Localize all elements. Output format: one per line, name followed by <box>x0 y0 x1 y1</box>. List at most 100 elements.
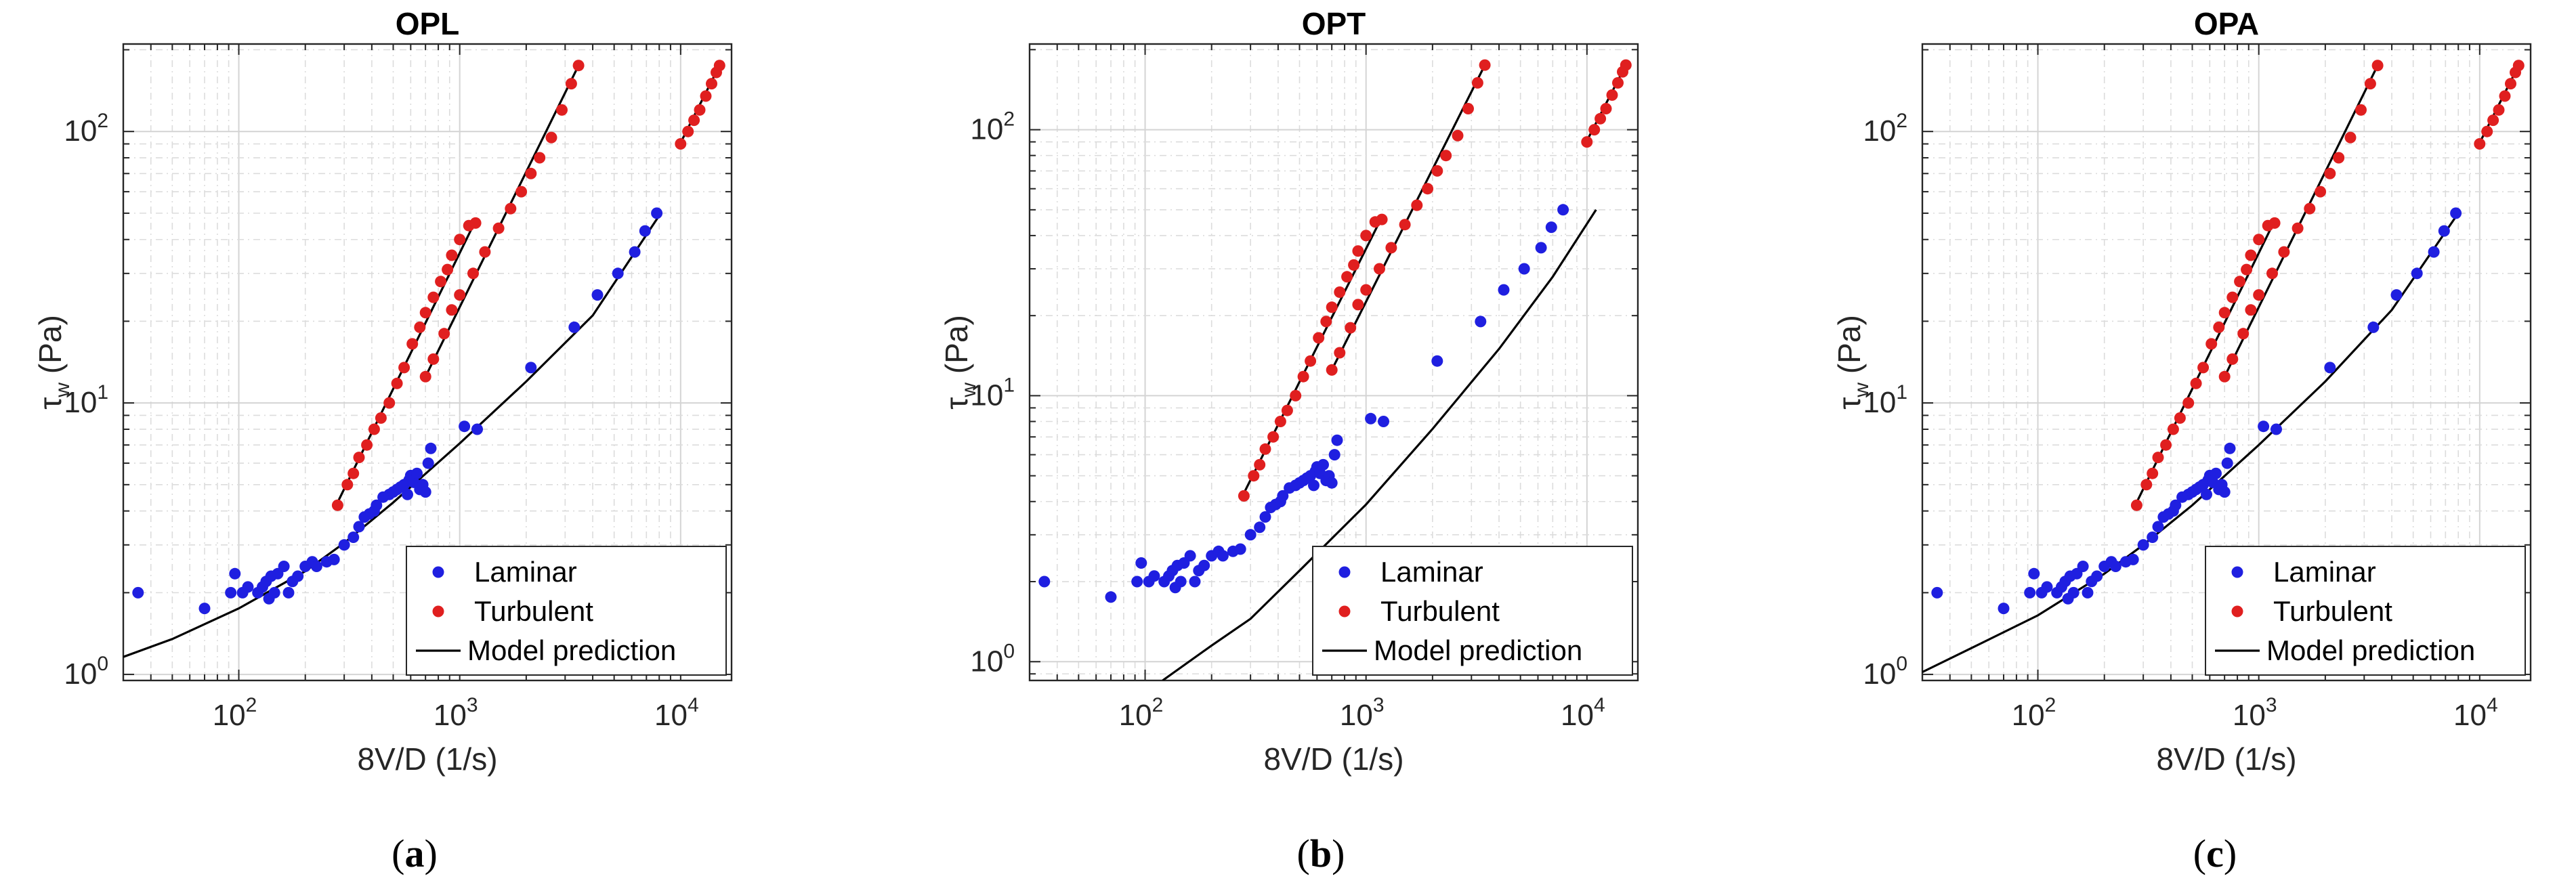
y-axis-label: τw (Pa) <box>1832 315 1873 410</box>
laminar-point <box>1557 204 1569 216</box>
laminar-point <box>1308 479 1319 492</box>
turbulent-point <box>492 222 505 234</box>
turbulent-point <box>1326 364 1338 376</box>
turbulent-point <box>368 423 380 435</box>
laminar-point <box>2137 539 2149 551</box>
turbulent-point <box>2147 467 2159 479</box>
laminar-point <box>568 321 580 333</box>
laminar-point <box>2258 420 2270 433</box>
turbulent-point <box>2174 412 2186 424</box>
laminar-point <box>1277 490 1289 502</box>
laminar-point <box>2411 267 2423 280</box>
legend-label: Model prediction <box>1374 634 1582 666</box>
laminar-point <box>1148 570 1160 582</box>
laminar-point <box>2170 499 2182 511</box>
laminar-point <box>639 225 651 237</box>
legend-label: Turbulent <box>2273 595 2392 627</box>
turbulent-fit-line <box>2223 65 2379 377</box>
model-prediction-line <box>1922 212 2459 674</box>
turbulent-point <box>2182 397 2195 409</box>
turbulent-point <box>427 353 440 365</box>
turbulent-point <box>2226 291 2239 303</box>
chart-title: OPT <box>1302 6 1366 41</box>
chart-title: OPA <box>2194 6 2259 41</box>
x-tick-label: 102 <box>2012 694 2056 732</box>
chart-panel-opa: 102 103 104 100 101 102 OPA 8V/D (1/s) τw (Pa) La… <box>1832 6 2532 777</box>
turbulent-point <box>375 412 387 424</box>
data-layer <box>123 60 725 658</box>
turbulent-point <box>545 131 557 144</box>
laminar-point <box>1328 449 1340 461</box>
x-axis-label: 8V/D (1/s) <box>1263 741 1403 777</box>
laminar-point <box>242 581 254 593</box>
laminar-point <box>2147 532 2159 543</box>
turbulent-point <box>1352 245 1364 257</box>
laminar-point <box>2224 442 2236 454</box>
y-axis-label: τw (Pa) <box>33 315 74 410</box>
turbulent-point <box>2268 217 2281 229</box>
turbulent-point <box>2493 104 2505 116</box>
turbulent-point <box>675 138 687 150</box>
laminar-point <box>2450 207 2462 219</box>
laminar-point <box>1431 355 1443 367</box>
turbulent-point <box>442 263 454 276</box>
turbulent-point <box>1374 263 1385 275</box>
laminar-point <box>282 586 295 599</box>
chart-panel-opt: 102 103 104 100 101 102 OPT 8V/D (1/s) τw (Pa) La… <box>939 6 1639 777</box>
legend: Laminar Turbulent Model prediction <box>2205 546 2526 676</box>
turbulent-point <box>2315 186 2327 198</box>
turbulent-point <box>479 246 491 258</box>
turbulent-point <box>694 104 706 116</box>
axes-box <box>1028 43 1639 682</box>
laminar-point <box>1254 521 1266 534</box>
laminar-point <box>1184 550 1196 562</box>
laminar-point <box>1217 550 1229 562</box>
turbulent-point <box>1385 242 1397 254</box>
turbulent-point <box>2152 452 2164 464</box>
turbulent-point <box>1274 416 1286 427</box>
x-tick-label: 103 <box>1340 694 1385 732</box>
axes-box <box>122 43 733 682</box>
laminar-point <box>2218 486 2231 498</box>
turbulent-point <box>467 267 479 280</box>
laminar-point <box>2390 289 2403 301</box>
legend-label: Laminar <box>2273 556 2376 588</box>
turbulent-point <box>2205 338 2218 350</box>
laminar-point <box>629 246 641 258</box>
turbulent-point <box>1376 213 1388 225</box>
laminar-point <box>132 586 144 599</box>
y-tick-label: 101 <box>1863 381 1907 419</box>
turbulent-point <box>2324 167 2336 179</box>
turbulent-point <box>1479 59 1491 71</box>
turbulent-point <box>341 479 354 491</box>
turbulent-point <box>1452 129 1464 142</box>
y-axis-label: τw (Pa) <box>939 315 980 410</box>
turbulent-point <box>2226 353 2239 365</box>
laminar-point <box>2438 225 2450 237</box>
x-tick-label: 104 <box>2453 694 2498 732</box>
turbulent-point <box>1259 443 1271 455</box>
model-prediction-line <box>1162 209 1597 680</box>
turbulent-point <box>1422 183 1434 195</box>
legend: Laminar Turbulent Model prediction <box>406 546 727 676</box>
y-tick-label: 102 <box>64 110 108 148</box>
turbulent-point <box>419 307 431 319</box>
laminar-point <box>591 289 604 301</box>
laminar-point <box>2367 321 2380 333</box>
turbulent-point <box>2237 328 2250 340</box>
y-tick-label: 102 <box>970 108 1015 146</box>
laminar-point <box>471 423 483 435</box>
laminar-point <box>1331 434 1343 446</box>
turbulent-point <box>1320 316 1332 328</box>
laminar-point <box>1105 591 1117 603</box>
turbulent-point <box>1281 404 1293 416</box>
turbulent-point <box>1254 458 1266 471</box>
chart-panel-opl: 102 103 104 100 101 102 OPL 8V/D (1/s) τw (Pa) La… <box>33 6 733 777</box>
turbulent-point <box>2505 78 2516 90</box>
turbulent-point <box>2499 90 2511 102</box>
turbulent-point <box>406 338 419 350</box>
legend-dot-marker <box>1338 566 1351 578</box>
legend-label: Model prediction <box>2266 634 2475 666</box>
turbulent-point <box>391 377 403 389</box>
laminar-point <box>2067 586 2079 599</box>
